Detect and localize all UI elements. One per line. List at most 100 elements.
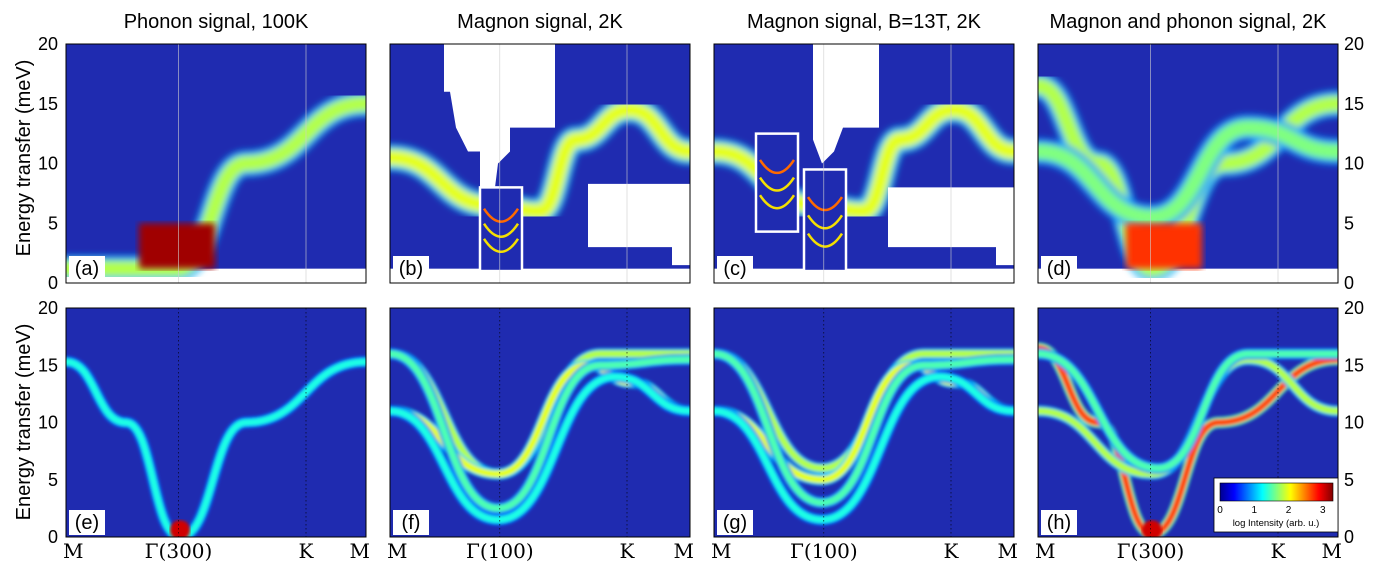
panel-c-nodata-0	[813, 44, 879, 164]
panel-c-label-box	[717, 256, 753, 281]
colorbar-tick-1: 1	[1251, 505, 1257, 516]
colorbar-ticks: 0 1 2 3	[1217, 505, 1326, 516]
panel-h-hotspot	[1142, 520, 1162, 537]
panel-d-title: Magnon and phonon signal, 2K	[1050, 11, 1328, 33]
panel-f: (f) M Γ(100) K M	[387, 307, 694, 562]
panel-a-branches	[66, 90, 366, 282]
y-axis-label-bottom: Energy transfer (meV)	[13, 324, 35, 521]
panel-h-label-box	[1041, 510, 1077, 535]
panel-b-branch-0	[390, 101, 690, 220]
y-tick-e-15: 15	[38, 355, 58, 375]
panel-c-label: (c)	[723, 258, 746, 280]
panel-c-inset-0-band-1	[758, 176, 796, 192]
panel-e-label: (e)	[75, 512, 99, 534]
panel-c-inset-1-band-1	[806, 214, 844, 230]
y-tick-a-0: 0	[48, 273, 58, 293]
x-tick-h-3: M	[1322, 539, 1342, 562]
x-tick-f-3: M	[674, 539, 694, 562]
panel-b-cutoff	[390, 268, 690, 283]
panel-c: (c) Magnon signal, B=13T, 2K	[713, 11, 1015, 284]
y-tick-h-0: 0	[1344, 527, 1354, 547]
x-tick-g-3: M	[998, 539, 1018, 562]
panel-b-frame	[389, 43, 691, 284]
panel-layer: (a)Phonon signal, 100K05101520(b)Magnon …	[38, 11, 1364, 562]
panel-d: (d) Magnon and phonon signal, 2K 0 5 10 15 20	[1037, 11, 1364, 293]
panel-f-label-box	[393, 510, 429, 535]
panel-a-title: Phonon signal, 100K	[124, 11, 309, 33]
panel-b-nodata-1	[585, 183, 690, 266]
y-tick-d-0: 0	[1344, 273, 1354, 293]
panel-b-inset-0-band-0	[482, 207, 520, 223]
panel-g-branches	[714, 348, 1014, 526]
panel-d-hotspot	[1126, 223, 1202, 269]
panel-d-frame	[1037, 43, 1339, 284]
panel-a: (a) Phonon signal, 100K 0 5 10 15 20	[38, 11, 367, 293]
y-tick-e-20: 20	[38, 298, 58, 318]
panel-c-inset-0-band-0	[758, 159, 796, 175]
panel-g-label: (g)	[723, 512, 747, 534]
panel-g: (g) M Γ(100) K M	[711, 307, 1018, 562]
panel-a-frame	[65, 43, 367, 284]
panel-e-label-box	[69, 510, 105, 535]
x-tick-g-2: K	[944, 539, 960, 562]
panel-d-label: (d)	[1047, 258, 1071, 280]
y-tick-h-20: 20	[1344, 298, 1364, 318]
panel-f-branches	[390, 348, 690, 526]
x-tick-e-0: M	[63, 539, 83, 562]
panel-g-branch-2	[714, 350, 1014, 507]
panel-b-label-box	[393, 256, 429, 281]
x-tick-e-1: Γ(300)	[145, 539, 213, 562]
panel-f-branch-2	[390, 350, 690, 512]
panel-a-label: (a)	[75, 258, 99, 280]
x-tick-h-2: K	[1271, 539, 1287, 562]
y-tick-h-5: 5	[1344, 470, 1354, 490]
y-axis-label-top: Energy transfer (meV)	[13, 60, 35, 257]
y-tick-a-5: 5	[48, 213, 58, 233]
panel-d-label-box	[1041, 256, 1077, 281]
panel-d-cutoff	[1038, 268, 1338, 283]
panel-c-cutoff	[714, 268, 1014, 283]
panel-c-frame	[713, 43, 1015, 284]
y-tick-e-0: 0	[48, 527, 58, 547]
y-tick-h-15: 15	[1344, 355, 1364, 375]
panel-b: (b) Magnon signal, 2K	[389, 11, 691, 284]
panel-d-branch-1	[1038, 119, 1338, 226]
y-tick-d-20: 20	[1344, 34, 1364, 54]
colorbar-tick-0: 0	[1217, 505, 1223, 516]
panel-a-background	[66, 44, 366, 283]
panel-b-inset-0-band-1	[482, 223, 520, 238]
x-tick-f-2: K	[620, 539, 636, 562]
y-tick-e-10: 10	[38, 413, 58, 433]
panel-f-branch-3	[390, 373, 690, 524]
panel-b-inset-0	[478, 186, 524, 273]
x-tick-f-1: Γ(100)	[466, 539, 534, 562]
panel-c-title: Magnon signal, B=13T, 2K	[747, 11, 982, 33]
panel-h-branch-2	[1038, 350, 1338, 472]
panel-b-inset-0-band-2	[482, 238, 520, 254]
y-tick-e-5: 5	[48, 470, 58, 490]
colorbar-label: log Intensity (arb. u.)	[1233, 518, 1320, 529]
x-tick-e-3: M	[350, 539, 370, 562]
x-tick-g-1: Γ(100)	[790, 539, 858, 562]
panel-h-label: (h)	[1047, 512, 1071, 534]
y-tick-h-10: 10	[1344, 413, 1364, 433]
panel-f-label: (f)	[402, 512, 421, 534]
panel-e: (e) 0 5 10 15 20 M Γ(300) K M	[38, 298, 370, 562]
panel-g-label-box	[717, 510, 753, 535]
y-tick-d-15: 15	[1344, 94, 1364, 114]
colorbar-tick-2: 2	[1286, 505, 1292, 516]
y-tick-a-15: 15	[38, 94, 58, 114]
panel-c-inset-1-band-2	[806, 232, 844, 248]
panel-b-title: Magnon signal, 2K	[457, 11, 623, 33]
panel-a-label-box	[69, 256, 105, 281]
x-tick-h-1: Γ(300)	[1117, 539, 1185, 562]
panel-b-branches	[390, 96, 690, 225]
panel-a-branch-0	[66, 95, 366, 277]
panel-f-frame	[389, 307, 691, 538]
panel-c-inset-1-band-0	[806, 196, 844, 212]
panel-e-frame	[65, 307, 367, 538]
y-tick-d-10: 10	[1344, 154, 1364, 174]
panel-b-label: (b)	[399, 258, 423, 280]
